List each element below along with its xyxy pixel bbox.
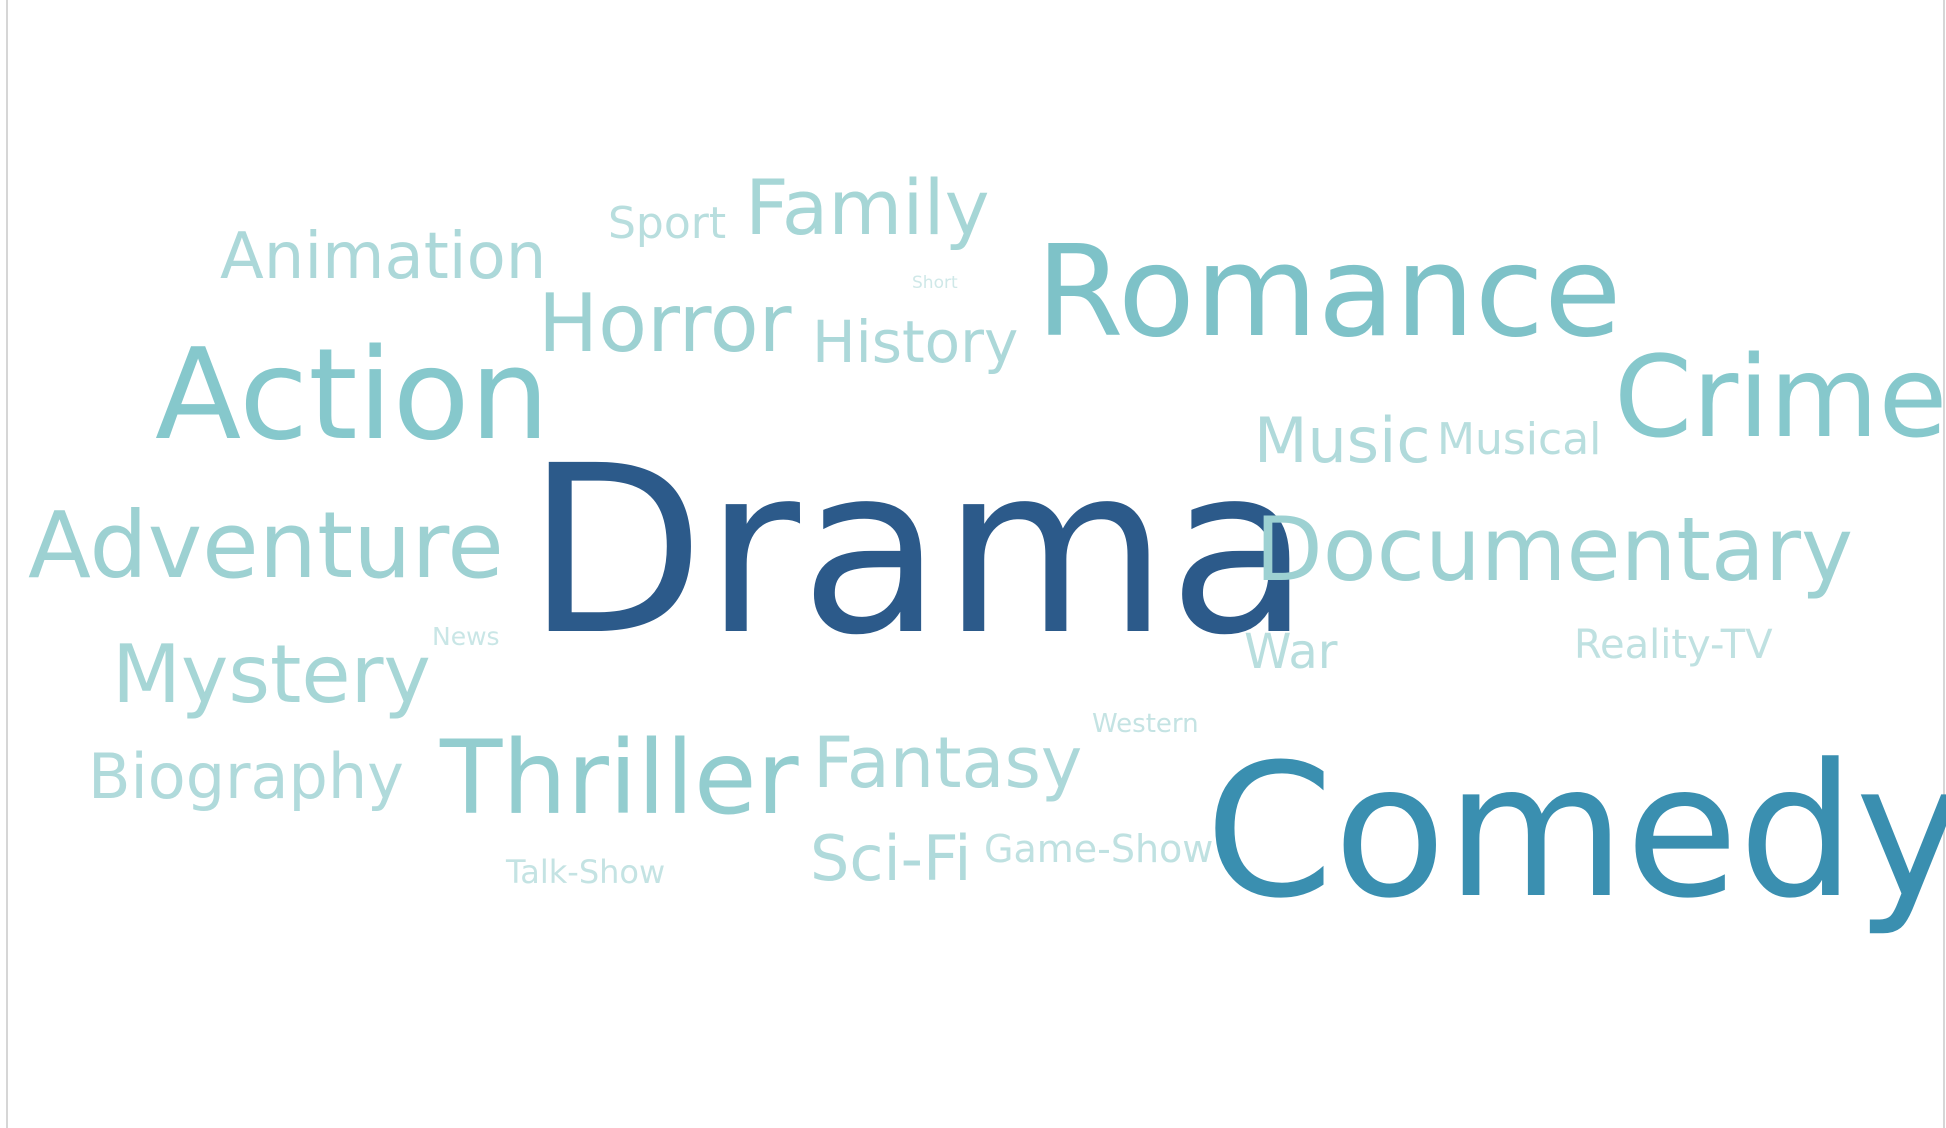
word-adventure: Adventure	[28, 492, 504, 599]
word-thriller: Thriller	[440, 719, 799, 838]
word-comedy: Comedy	[1205, 725, 1946, 939]
word-history: History	[812, 308, 1019, 376]
word-short: Short	[912, 273, 958, 293]
word-mystery: Mystery	[112, 628, 431, 721]
word-reality-tv: Reality-TV	[1574, 622, 1773, 668]
word-horror: Horror	[538, 277, 792, 370]
word-talk-show: Talk-Show	[506, 853, 666, 891]
left-border	[6, 0, 8, 1128]
word-biography: Biography	[88, 740, 404, 813]
right-border	[1943, 0, 1945, 1128]
word-drama: Drama	[526, 416, 1311, 686]
word-action: Action	[155, 321, 550, 468]
word-game-show: Game-Show	[984, 827, 1214, 871]
word-family: Family	[745, 163, 990, 252]
word-music: Music	[1254, 404, 1431, 477]
word-romance: Romance	[1036, 218, 1622, 365]
word-western: Western	[1092, 709, 1199, 739]
word-fantasy: Fantasy	[813, 722, 1083, 804]
word-musical: Musical	[1437, 414, 1602, 465]
word-crime: Crime	[1614, 333, 1946, 463]
word-documentary: Documentary	[1255, 498, 1854, 601]
word-animation: Animation	[220, 220, 547, 294]
word-war: War	[1244, 624, 1338, 680]
word-news: News	[432, 622, 500, 651]
word-sci-fi: Sci-Fi	[810, 822, 972, 895]
word-sport: Sport	[608, 198, 727, 249]
